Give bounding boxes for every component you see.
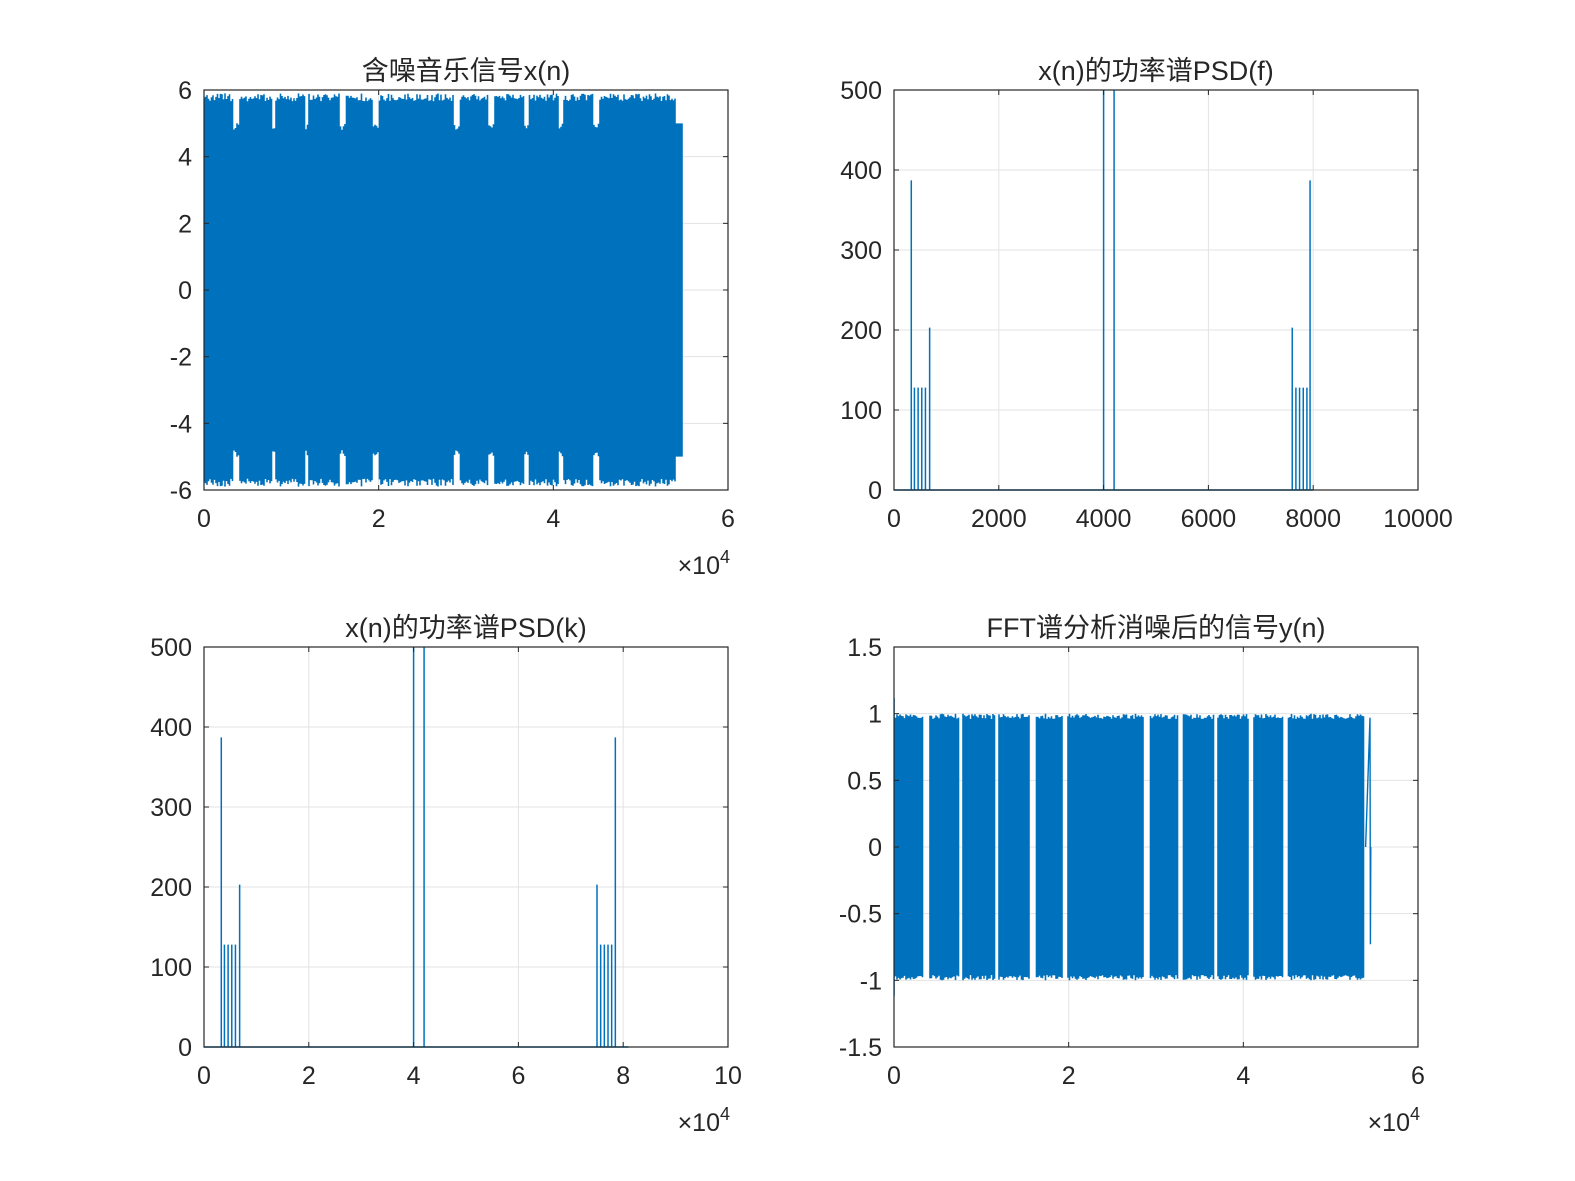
y-tick-label: 100 <box>150 954 192 982</box>
y-tick-label: 500 <box>840 77 882 105</box>
y-tick-label: -2 <box>170 344 192 372</box>
x-tick-label: 4000 <box>1076 505 1132 533</box>
series-group <box>894 698 1371 996</box>
x-tick-label: 8 <box>616 1062 630 1090</box>
subplot-p4: 0 2 4 6 -1.5 -1 -0.5 0 0.5 1 1.5 ×104 FFT谱分析消噪后的信号y(… <box>839 613 1425 1137</box>
chart-title: x(n)的功率谱PSD(k) <box>345 613 587 643</box>
chart-title: FFT谱分析消噪后的信号y(n) <box>987 613 1326 643</box>
y-tick-label: 300 <box>150 794 192 822</box>
subplot-p1: 0 2 4 6 -6 -4 -2 0 2 4 6 ×104 含噪音乐信号x(n) <box>170 56 735 580</box>
plot-area <box>894 90 1418 490</box>
y-tick-label: 200 <box>840 317 882 345</box>
chart-title: x(n)的功率谱PSD(f) <box>1038 56 1274 86</box>
y-tick-label: 300 <box>840 237 882 265</box>
y-tick-label: 1.5 <box>847 634 882 662</box>
x-tick-label: 8000 <box>1285 505 1341 533</box>
x-tick-label: 2000 <box>971 505 1027 533</box>
y-tick-label: -0.5 <box>839 901 882 929</box>
signal-series <box>894 698 1364 996</box>
y-tick-label: 0 <box>868 477 882 505</box>
x-exponent-label: ×104 <box>678 547 730 580</box>
y-tick-label: -6 <box>170 477 192 505</box>
signal-series <box>204 93 682 486</box>
x-tick-label: 4 <box>1236 1062 1250 1090</box>
y-tick-label: 6 <box>178 77 192 105</box>
y-tick-label: 0 <box>868 834 882 862</box>
x-tick-label: 0 <box>887 505 901 533</box>
y-tick-label: 0.5 <box>847 767 882 795</box>
y-tick-label: 1 <box>868 701 882 729</box>
x-tick-label: 2 <box>302 1062 316 1090</box>
x-tick-label: 6 <box>1411 1062 1425 1090</box>
x-tick-label: 4 <box>546 505 560 533</box>
y-tick-label: 0 <box>178 277 192 305</box>
x-tick-label: 0 <box>197 505 211 533</box>
x-tick-label: 10000 <box>1383 505 1453 533</box>
series-group <box>204 93 682 486</box>
x-exponent-label: ×104 <box>678 1104 730 1137</box>
x-tick-label: 10 <box>714 1062 742 1090</box>
y-tick-label: 2 <box>178 210 192 238</box>
x-tick-label: 0 <box>887 1062 901 1090</box>
y-tick-label: 400 <box>840 157 882 185</box>
subplot-p3: 0 2 4 6 8 100100200300400500×104x(n)的功率谱PSD(k… <box>150 613 742 1137</box>
y-tick-label: 0 <box>178 1034 192 1062</box>
y-tick-label: 500 <box>150 634 192 662</box>
x-tick-label: 6 <box>721 505 735 533</box>
chart-title: 含噪音乐信号x(n) <box>362 56 571 86</box>
subplot-p2: 0 2000 4000 6000 8000 10000 0 100 200 300 400 500 x(… <box>840 56 1452 533</box>
y-tick-label: 4 <box>178 144 192 172</box>
y-tick-label: 200 <box>150 874 192 902</box>
x-tick-label: 2 <box>1062 1062 1076 1090</box>
y-tick-label: 100 <box>840 397 882 425</box>
y-tick-label: -1.5 <box>839 1034 882 1062</box>
y-tick-label: -4 <box>170 410 192 438</box>
x-tick-label: 6000 <box>1181 505 1237 533</box>
y-tick-label: 400 <box>150 714 192 742</box>
y-tick-label: -1 <box>860 967 882 995</box>
x-tick-label: 2 <box>372 505 386 533</box>
plot-area <box>204 647 728 1047</box>
x-exponent-label: ×104 <box>1368 1104 1420 1137</box>
x-tick-label: 4 <box>407 1062 421 1090</box>
x-tick-label: 6 <box>511 1062 525 1090</box>
x-tick-label: 0 <box>197 1062 211 1090</box>
